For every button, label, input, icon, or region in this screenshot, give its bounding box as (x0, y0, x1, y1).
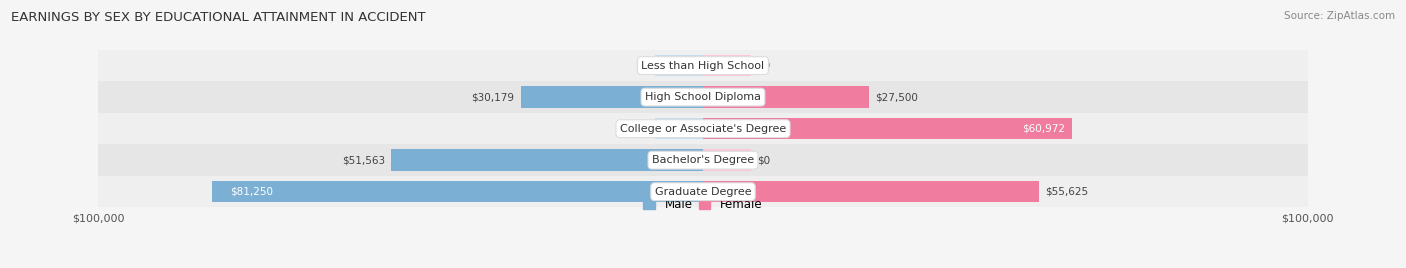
Text: $81,250: $81,250 (231, 187, 273, 197)
Bar (655, 118, 703, 139)
Text: $27,500: $27,500 (876, 92, 918, 102)
Text: $30,179: $30,179 (471, 92, 515, 102)
Bar (212, 181, 703, 202)
Text: $51,563: $51,563 (342, 155, 385, 165)
Text: Bachelor's Degree: Bachelor's Degree (652, 155, 754, 165)
Text: Graduate Degree: Graduate Degree (655, 187, 751, 197)
Text: Source: ZipAtlas.com: Source: ZipAtlas.com (1284, 11, 1395, 21)
Legend: Male, Female: Male, Female (638, 193, 768, 216)
Text: College or Associate's Degree: College or Associate's Degree (620, 124, 786, 134)
Bar (98, 144, 1308, 176)
Bar (98, 176, 1308, 207)
Bar (655, 55, 703, 76)
Bar (98, 81, 1308, 113)
Bar (703, 118, 1071, 139)
Bar (703, 150, 751, 171)
Bar (703, 55, 751, 76)
Bar (520, 86, 703, 108)
Bar (98, 50, 1308, 81)
Text: $0: $0 (636, 61, 648, 70)
Bar (98, 113, 1308, 144)
Text: $0: $0 (758, 61, 770, 70)
Text: $0: $0 (758, 155, 770, 165)
Text: $60,972: $60,972 (1022, 124, 1066, 134)
Text: Less than High School: Less than High School (641, 61, 765, 70)
Text: High School Diploma: High School Diploma (645, 92, 761, 102)
Text: EARNINGS BY SEX BY EDUCATIONAL ATTAINMENT IN ACCIDENT: EARNINGS BY SEX BY EDUCATIONAL ATTAINMEN… (11, 11, 426, 24)
Text: $55,625: $55,625 (1045, 187, 1088, 197)
Bar (703, 181, 1039, 202)
Text: $0: $0 (636, 124, 648, 134)
Bar (703, 86, 869, 108)
Bar (391, 150, 703, 171)
